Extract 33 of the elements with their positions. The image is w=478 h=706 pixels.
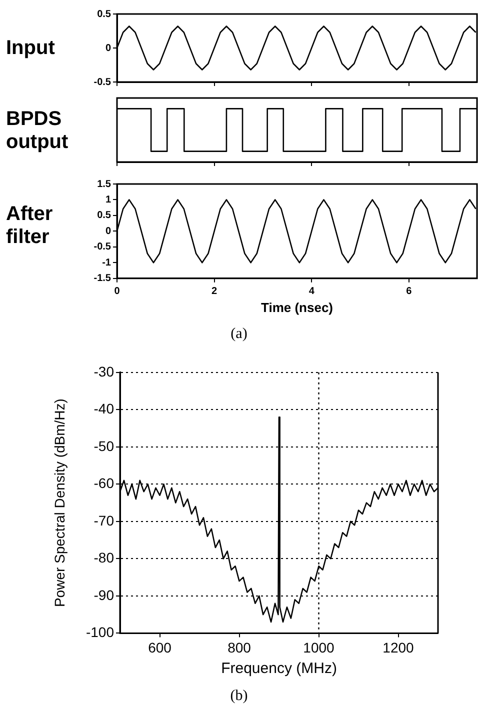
x-tick-label: 600 [148,639,172,656]
y-tick-label: -80 [94,550,114,566]
x-axis-title: Time (nsec) [260,300,334,315]
y-tick-label: -30 [94,363,114,380]
y-tick-label: -40 [94,400,114,417]
y-tick-label: -90 [94,586,114,603]
y-tick-label: -0.5 [94,242,112,253]
y-tick-label: 0.5 [97,8,112,20]
y-tick-label: -1.5 [94,273,112,284]
y-tick-label: -70 [94,512,114,528]
y-tick-label: -60 [94,475,114,492]
y-tick-label: 0 [105,42,112,54]
x-tick-label: 6 [406,286,412,298]
y-tick-label: 1.5 [97,178,112,190]
y-tick-label: 0.5 [97,210,112,222]
y-tick-label: 0 [105,226,112,237]
x-tick-label: 800 [228,639,252,656]
y-tick-label: -100 [86,624,114,640]
x-tick-label: 2 [212,286,218,298]
x-tick-label: 4 [308,286,315,298]
y-axis-title: Input [6,36,56,60]
y-tick-label: -50 [94,438,114,454]
x-tick-label: 1200 [382,639,414,656]
text: (b) [229,688,249,705]
y-tick-label: -1 [102,257,112,268]
y-axis-title: BPDS output [6,108,70,154]
y-tick-label: 1 [105,194,112,206]
text: (a) [230,326,248,343]
y-tick-label: -0.5 [94,76,112,88]
y-axis-title: After filter [6,203,54,249]
y-axis-title: Power Spectral Density (dBm/Hz) [51,398,68,608]
x-axis-title: Frequency (MHz) [221,660,337,678]
x-tick-label: 1000 [303,639,335,656]
